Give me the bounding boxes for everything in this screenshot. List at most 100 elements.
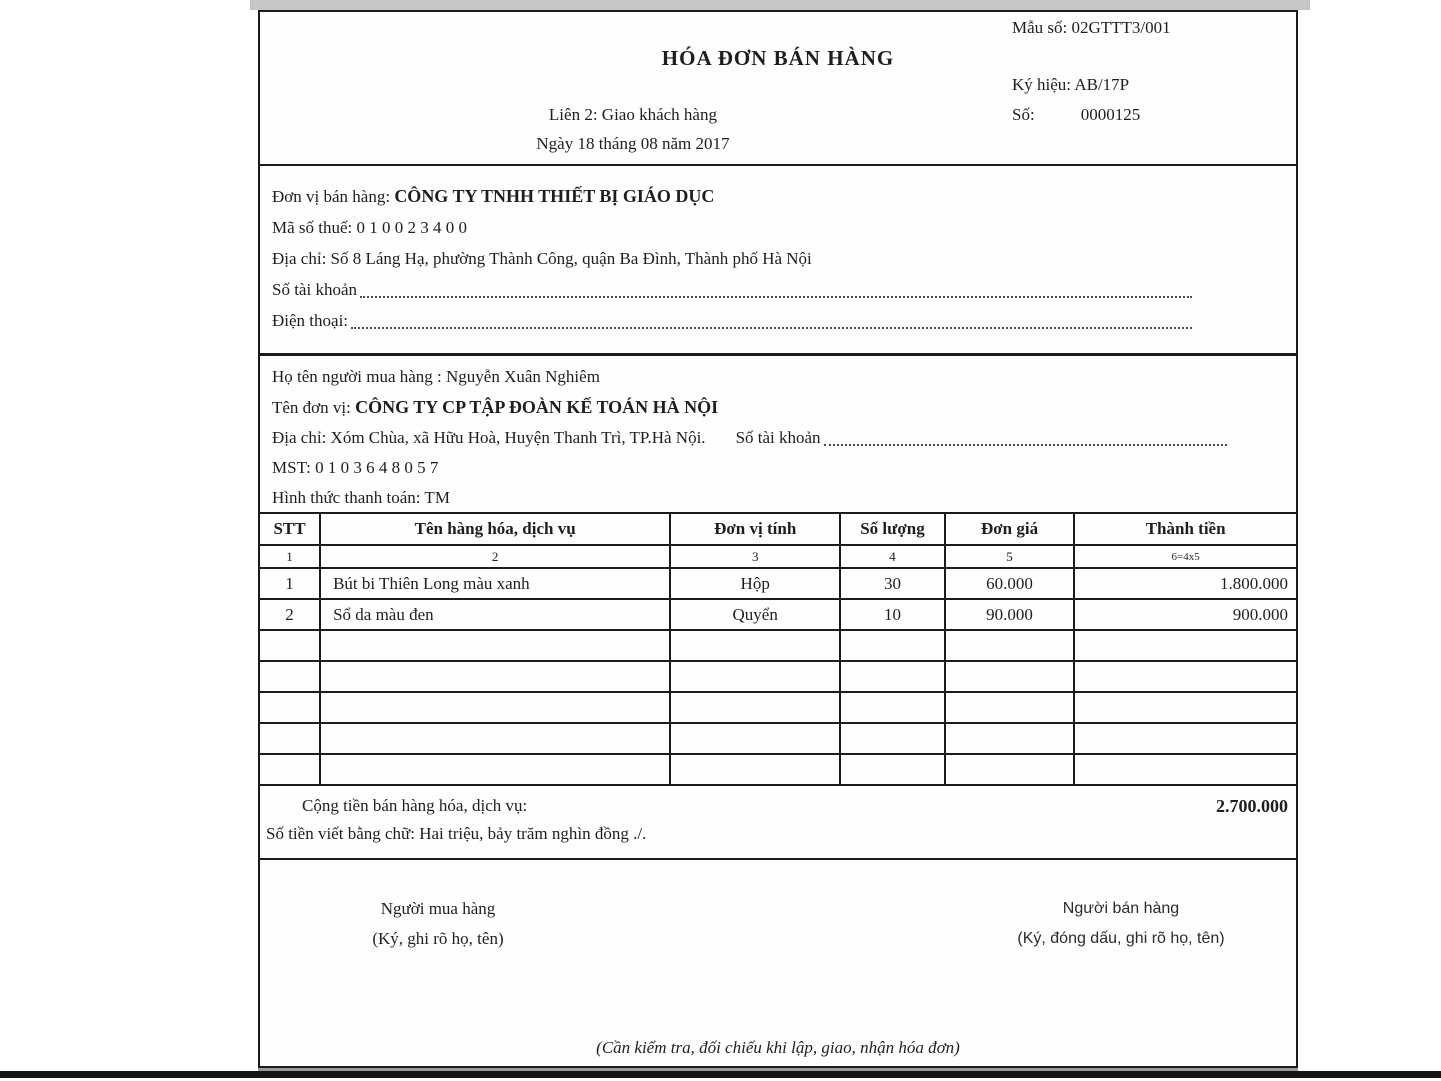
item-row-cell: 1 [260,567,322,600]
buyer-signature-block: Người mua hàng (Ký, ghi rõ họ, tên) [338,894,538,954]
seller-company-name: CÔNG TY TNHH THIẾT BỊ GIÁO DỤC [394,186,715,206]
column-number-cell: 3 [669,544,842,569]
buyer-signature-title: Người mua hàng [380,899,496,918]
invoice-document: Mẫu số: 02GTTT3/001 HÓA ĐƠN BÁN HÀNG Ký … [258,10,1298,1068]
seller-unit-label: Đơn vị bán hàng: [272,187,391,206]
dotted-fill [351,327,1192,329]
copy-line: Liên 2: Giao khách hàng [548,105,717,124]
total-row: Cộng tiền bán hàng hóa, dịch vụ: 2.700.0… [260,792,1296,820]
invoice-number-row: Số: 0000125 [1012,105,1140,125]
item-row-cell: Sổ da màu đen [319,598,672,631]
empty-row-cell [943,753,1076,786]
seller-account-line: Số tài khoản [272,274,1282,305]
invoice-header-section: Mẫu số: 02GTTT3/001 HÓA ĐƠN BÁN HÀNG Ký … [260,12,1296,166]
empty-row [260,660,1296,693]
buyer-address-text: Địa chỉ: Xóm Chùa, xã Hữu Hoà, Huyện Tha… [272,428,706,447]
screen-bottom-bar [0,1071,1441,1078]
dotted-fill [360,296,1192,298]
empty-row-cell [669,722,842,755]
empty-row-cell [260,753,322,786]
total-label: Cộng tiền bán hàng hóa, dịch vụ: [302,796,528,815]
table-header-row-cell: Số lượng [839,514,946,546]
buyer-payment-line: Hình thức thanh toán: TM [272,488,450,507]
item-row-cell: 10 [839,598,946,631]
signature-section: Người mua hàng (Ký, ghi rõ họ, tên) Ngườ… [260,860,1296,1066]
item-row-cell: 2 [260,598,322,631]
buyer-tax-line: MST: 0 1 0 3 6 4 8 0 5 7 [272,458,439,477]
table-header-row-cell: Thành tiền [1073,514,1296,546]
empty-row-cell [839,660,946,693]
seller-tax-line: Mã số thuế: 0 1 0 0 2 3 4 0 0 [272,218,468,237]
empty-row-cell [669,753,842,786]
item-row-cell: Bút bi Thiên Long màu xanh [319,567,672,600]
item-row-cell: Hộp [669,567,842,600]
table-header-row-cell: STT [260,514,322,546]
empty-row-cell [839,691,946,724]
table-header-row-cell: Đơn giá [943,514,1076,546]
item-row-cell: 1.800.000 [1073,567,1296,600]
buyer-section: Họ tên người mua hàng : Nguyễn Xuân Nghi… [260,356,1296,514]
seller-address-line: Địa chỉ: Số 8 Láng Hạ, phường Thành Công… [272,249,812,268]
buyer-unit-label: Tên đơn vị: [272,398,351,417]
empty-row-cell [260,629,322,662]
column-number-cell: 2 [319,544,672,569]
empty-row-cell [319,660,672,693]
empty-row [260,691,1296,724]
verification-note: (Cần kiểm tra, đối chiếu khi lập, giao, … [596,1038,960,1057]
column-number-cell: 5 [943,544,1076,569]
items-table: STT Tên hàng hóa, dịch vụ Đơn vị tính Số lư… [260,514,1296,786]
empty-row-cell [839,629,946,662]
table-header-row-cell: Đơn vị tính [669,514,842,546]
seller-account-label: Số tài khoản [272,280,357,299]
invoice-number-value: 0000125 [1080,105,1141,124]
column-number-cell: 6=4x5 [1073,544,1296,569]
buyer-unit-line: Tên đơn vị: CÔNG TY CP TẬP ĐOÀN KẾ TOÁN … [272,392,1282,423]
amount-in-words: Số tiền viết bằng chữ: Hai triệu, bảy tr… [266,824,647,843]
empty-row-cell [1073,660,1296,693]
seller-signature-note: (Ký, đóng dấu, ghi rõ họ, tên) [1017,930,1225,947]
empty-row-cell [943,722,1076,755]
column-number-cell: 4 [839,544,946,569]
empty-row-cell [669,691,842,724]
buyer-signature-note: (Ký, ghi rõ họ, tên) [372,929,504,948]
seller-unit-line: Đơn vị bán hàng: CÔNG TY TNHH THIẾT BỊ G… [272,181,1282,212]
invoice-number-label: Số: [1012,105,1035,124]
seller-section: Đơn vị bán hàng: CÔNG TY TNHH THIẾT BỊ G… [260,166,1296,356]
column-number-row: 1 2 3 4 5 6=4x5 [260,544,1296,569]
item-row-cell: 90.000 [943,598,1076,631]
item-row-cell: 30 [839,567,946,600]
empty-row-cell [943,660,1076,693]
buyer-account-label: Số tài khoản [735,428,821,447]
empty-row-cell [839,753,946,786]
empty-row-cell [839,722,946,755]
item-row: 2 Sổ da màu đen Quyển 10 90.000 900.000 [260,598,1296,631]
empty-row-cell [319,753,672,786]
seller-phone-label: Điện thoại: [272,311,349,330]
buyer-company-name: CÔNG TY CP TẬP ĐOÀN KẾ TOÁN HÀ NỘI [355,397,719,417]
serial-symbol: Ký hiệu: AB/17P [1012,75,1130,94]
seller-signature-title: Người bán hàng [1062,900,1180,917]
empty-row-cell [1073,753,1296,786]
empty-row-cell [1073,691,1296,724]
empty-row [260,753,1296,786]
totals-section: Cộng tiền bán hàng hóa, dịch vụ: 2.700.0… [260,786,1296,860]
form-number: Mẫu số: 02GTTT3/001 [1012,18,1171,37]
item-row-cell: 60.000 [943,567,1076,600]
empty-row-cell [260,722,322,755]
empty-row-cell [1073,629,1296,662]
empty-row-cell [669,629,842,662]
empty-row-cell [1073,722,1296,755]
buyer-address-line: Địa chỉ: Xóm Chùa, xã Hữu Hoà, Huyện Tha… [272,423,1282,453]
invoice-title: HÓA ĐƠN BÁN HÀNG [661,46,895,70]
item-row-cell: Quyển [669,598,842,631]
table-header-row-cell: Tên hàng hóa, dịch vụ [319,514,672,546]
dotted-fill [823,444,1227,446]
empty-row-cell [943,629,1076,662]
total-amount: 2.700.000 [1216,796,1288,816]
item-row-cell: 900.000 [1073,598,1296,631]
seller-signature-block: Người bán hàng (Ký, đóng dấu, ghi rõ họ,… [976,894,1266,954]
empty-row [260,629,1296,662]
empty-row-cell [943,691,1076,724]
buyer-name-line: Họ tên người mua hàng : Nguyễn Xuân Nghi… [272,367,600,386]
seller-phone-line: Điện thoại: [272,305,1282,336]
